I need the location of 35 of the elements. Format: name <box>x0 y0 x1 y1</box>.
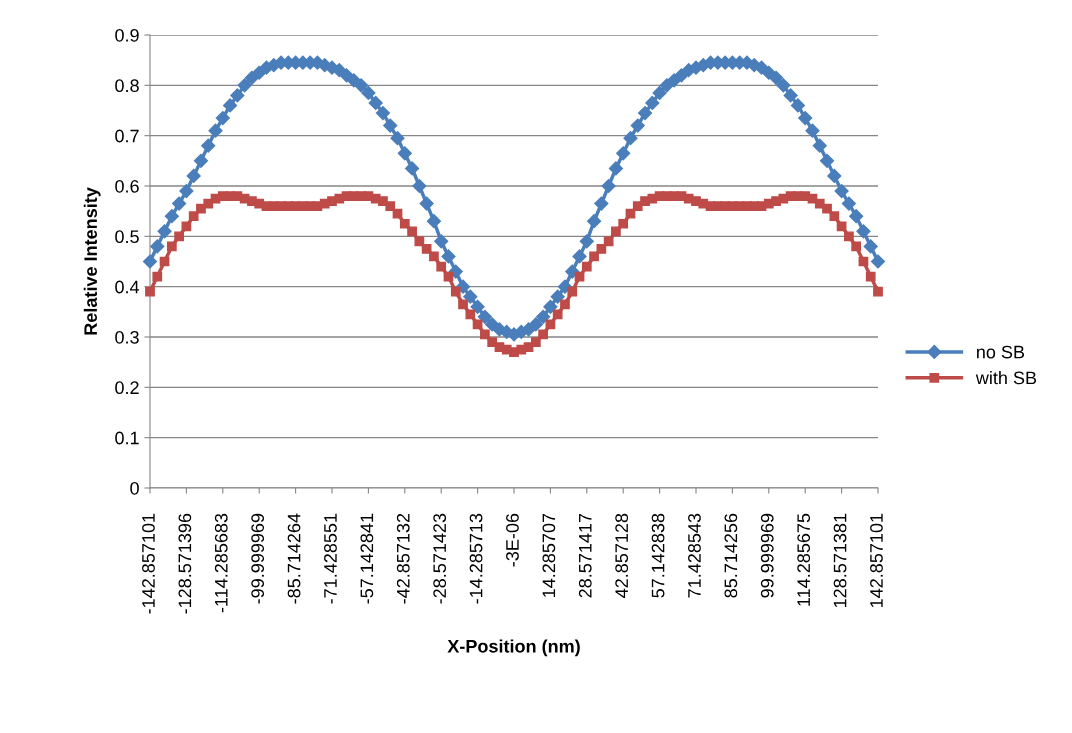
x-tick-label: -85.714264 <box>287 513 301 604</box>
x-axis-title: X-Position (nm) <box>447 639 580 657</box>
x-tick-label: -142.857101 <box>142 513 155 614</box>
x-tick-label: 85.714256 <box>724 513 738 598</box>
y-tick-label: 0 <box>130 481 139 495</box>
y-axis-title: Relative Intensity <box>83 187 101 335</box>
x-tick-label: 14.285707 <box>542 513 556 597</box>
x-tick-label: 99.999969 <box>760 513 774 598</box>
y-tick-label: 0.8 <box>115 79 139 93</box>
x-tick-label: 128.571381 <box>833 513 847 607</box>
y-tick-label: 0.9 <box>115 28 139 42</box>
y-tick-label: 0.3 <box>115 330 139 344</box>
x-tick-label: 57.142838 <box>651 513 665 598</box>
x-tick-label: 142.857101 <box>870 513 883 607</box>
x-tick-label: -3E-06 <box>506 513 519 567</box>
x-tick-label: -28.571423 <box>433 513 447 604</box>
x-tick-label: 71.428543 <box>688 513 701 598</box>
x-tick-label: -114.285683 <box>214 513 228 613</box>
legend-label: no SB <box>977 345 1025 359</box>
x-tick-label: -128.571396 <box>178 513 192 614</box>
x-tick-label: 28.571417 <box>578 513 592 598</box>
x-tick-label: -71.428551 <box>324 513 337 604</box>
x-tick-label: -57.142841 <box>360 513 374 604</box>
y-tick-label: 0.5 <box>115 230 139 244</box>
y-tick-label: 0.6 <box>115 179 139 193</box>
legend-label: with SB <box>975 371 1037 385</box>
y-tick-label: 0.2 <box>115 381 139 395</box>
x-tick-label: -14.285713 <box>469 513 483 604</box>
x-tick-label: -42.857132 <box>396 513 410 604</box>
y-tick-label: 0.1 <box>115 431 139 445</box>
x-tick-label: -99.999969 <box>251 513 265 604</box>
y-tick-label: 0.4 <box>115 280 140 294</box>
x-tick-label: 42.857128 <box>615 513 629 598</box>
x-tick-label: 114.285675 <box>797 513 811 606</box>
y-tick-label: 0.7 <box>115 129 139 143</box>
